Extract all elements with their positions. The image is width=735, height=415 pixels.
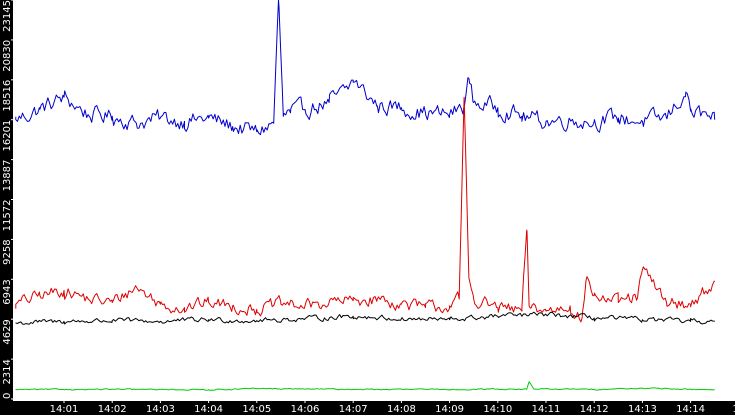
series-line-3 <box>15 311 715 325</box>
y-tick-label: 11572 <box>2 200 13 232</box>
x-tick-label: 14:02 <box>98 404 127 415</box>
y-tick-label: 0 <box>2 393 13 399</box>
x-tick-label: 14 <box>732 404 735 415</box>
y-tick-label: 2314 <box>2 359 13 384</box>
x-tick-label: 14:06 <box>291 404 320 415</box>
y-tick-label: 20830 <box>2 40 13 72</box>
x-tick-label: 14:01 <box>50 404 79 415</box>
x-tick-label: 14:14 <box>676 404 705 415</box>
x-tick-label: 14:13 <box>628 404 657 415</box>
series-line-1 <box>15 0 716 136</box>
x-tick-label: 14:12 <box>580 404 609 415</box>
x-tick-label: 14:10 <box>483 404 512 415</box>
x-tick-label: 14:07 <box>339 404 368 415</box>
series-layer <box>15 0 716 391</box>
series-line-2 <box>15 96 716 323</box>
x-tick-label: 14:03 <box>146 404 175 415</box>
y-axis-bar <box>0 0 13 415</box>
x-axis-bar <box>0 401 735 415</box>
y-tick-label: 9258 <box>2 239 13 264</box>
y-tick-label: 18516 <box>2 80 13 112</box>
y-tick-label: 4629 <box>2 319 13 344</box>
y-tick-label: 6943 <box>2 279 13 304</box>
x-tick-label: 14:05 <box>242 404 271 415</box>
y-tick-label: 23145 <box>2 0 13 32</box>
x-tick-label: 14:11 <box>532 404 561 415</box>
x-axis-ticks: 14:01 14:02 14:03 14:04 14:05 14:06 14:07 14:08… <box>50 401 735 415</box>
y-tick-label: 13887 <box>2 160 13 192</box>
y-tick-label: 16201 <box>2 120 13 152</box>
x-tick-label: 14:08 <box>387 404 416 415</box>
series-line-4 <box>15 381 715 391</box>
x-tick-label: 14:04 <box>194 404 223 415</box>
y-axis-ticks: 0 2314 4629 6943 9258 11572 13887 16201 18516 208… <box>2 0 13 400</box>
x-tick-label: 14:09 <box>435 404 464 415</box>
